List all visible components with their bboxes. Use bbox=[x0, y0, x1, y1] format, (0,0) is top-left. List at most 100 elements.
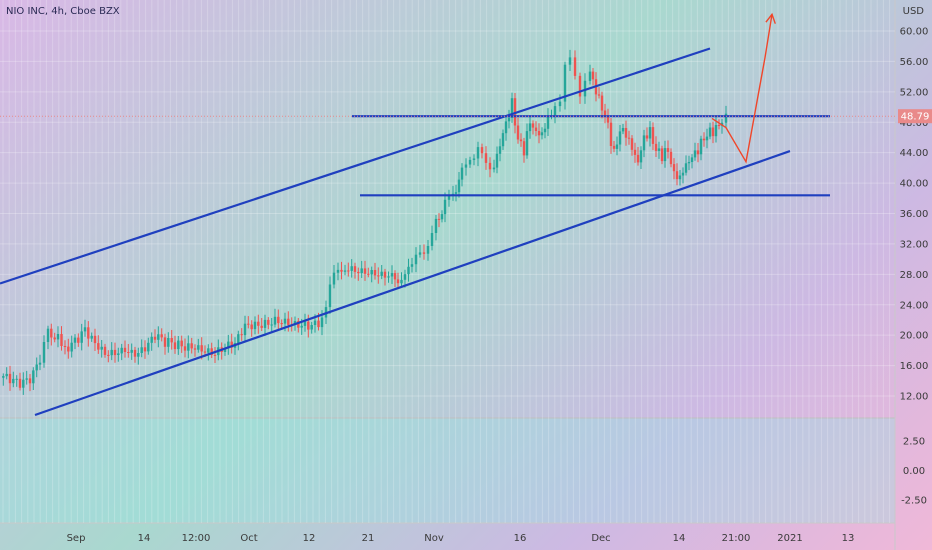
candle-body bbox=[163, 337, 167, 347]
candle-body bbox=[46, 328, 50, 342]
candle-body bbox=[618, 131, 622, 145]
candle-body bbox=[257, 321, 260, 326]
candle-body bbox=[612, 145, 616, 149]
candle-body bbox=[440, 214, 444, 220]
candle-body bbox=[38, 362, 42, 365]
candle-body bbox=[103, 346, 107, 355]
candle-body bbox=[633, 149, 637, 155]
candle-body bbox=[173, 342, 177, 350]
candle-body bbox=[681, 172, 685, 176]
candle-body bbox=[702, 138, 706, 141]
candle-body bbox=[347, 270, 350, 272]
candle-body bbox=[645, 135, 649, 139]
candle-body bbox=[498, 146, 502, 154]
candle-body bbox=[573, 57, 577, 76]
indicator-tick-label: -2.50 bbox=[901, 496, 927, 507]
last-price-badge: 48.79 bbox=[898, 109, 932, 124]
candle-body bbox=[654, 143, 658, 151]
candle-body bbox=[591, 71, 595, 80]
indicator-panel-bg bbox=[0, 418, 895, 523]
candle-body bbox=[187, 343, 190, 351]
y-tick-label: 20.00 bbox=[900, 331, 929, 342]
candle-body bbox=[507, 117, 511, 122]
candle-body bbox=[393, 273, 397, 280]
candle-body bbox=[357, 271, 360, 274]
last-price-label: 48.79 bbox=[901, 112, 930, 123]
y-tick-label: 36.00 bbox=[900, 209, 929, 220]
candle-body bbox=[167, 338, 170, 347]
candle-body bbox=[400, 279, 403, 284]
candle-body bbox=[353, 266, 357, 272]
candle-body bbox=[513, 98, 517, 126]
candle-body bbox=[583, 80, 587, 97]
candle-body bbox=[370, 270, 373, 275]
candle-body bbox=[434, 218, 438, 233]
candle-body bbox=[684, 163, 688, 173]
x-tick-label: 16 bbox=[514, 533, 527, 544]
candle-body bbox=[77, 337, 80, 343]
candle-body bbox=[93, 335, 97, 344]
candle-body bbox=[699, 138, 703, 155]
candle-body bbox=[130, 349, 133, 353]
candle-body bbox=[183, 346, 187, 351]
x-tick-label: 14 bbox=[673, 533, 686, 544]
candle-body bbox=[153, 336, 157, 340]
y-tick-label: 52.00 bbox=[900, 87, 929, 98]
candle-body bbox=[50, 328, 53, 338]
x-tick-label: 14 bbox=[138, 533, 151, 544]
candle-body bbox=[18, 378, 22, 388]
candle-body bbox=[373, 270, 377, 276]
candle-body bbox=[690, 157, 694, 162]
candle-body bbox=[117, 353, 120, 355]
candle-body bbox=[8, 373, 12, 384]
candle-body bbox=[22, 379, 25, 388]
candle-body bbox=[123, 347, 127, 352]
candle-body bbox=[380, 271, 383, 276]
candle-body bbox=[663, 148, 667, 162]
candle-body bbox=[678, 175, 682, 180]
candle-body bbox=[407, 266, 410, 275]
candle-body bbox=[328, 284, 332, 308]
candle-body bbox=[484, 153, 488, 163]
candle-body bbox=[418, 252, 422, 255]
price-axis: 60.00 56.00 52.00 48.00 44.00 40.00 36.00 32.00… bbox=[900, 27, 929, 403]
candle-body bbox=[621, 128, 625, 132]
candle-body bbox=[210, 348, 213, 355]
candle-body bbox=[250, 324, 253, 330]
candle-body bbox=[597, 94, 601, 96]
candle-body bbox=[468, 159, 472, 165]
candle-body bbox=[657, 148, 661, 151]
candle-body bbox=[190, 343, 193, 349]
candle-body bbox=[609, 122, 613, 146]
candle-body bbox=[73, 337, 77, 343]
candle-body bbox=[495, 153, 499, 168]
candle-body bbox=[360, 268, 363, 274]
x-tick-label: Nov bbox=[424, 533, 444, 544]
y-tick-label: 44.00 bbox=[900, 148, 929, 159]
candle-body bbox=[317, 320, 320, 328]
candle-body bbox=[615, 144, 619, 149]
y-tick-label: 60.00 bbox=[900, 27, 929, 38]
candle-body bbox=[528, 123, 532, 132]
indicator-tick-label: 0.00 bbox=[903, 466, 925, 477]
candle-body bbox=[267, 319, 270, 325]
candle-body bbox=[504, 121, 508, 134]
candle-body bbox=[600, 95, 604, 111]
candle-body bbox=[113, 349, 117, 356]
candle-body bbox=[476, 147, 480, 159]
candle-body bbox=[240, 334, 243, 336]
candle-body bbox=[714, 125, 718, 137]
candle-body bbox=[332, 272, 336, 285]
candle-body bbox=[83, 327, 87, 332]
candle-body bbox=[253, 321, 257, 330]
candle-body bbox=[313, 320, 317, 325]
candle-body bbox=[320, 317, 324, 328]
x-tick-label: Sep bbox=[67, 533, 86, 544]
candle-body bbox=[263, 319, 267, 328]
candle-body bbox=[443, 199, 447, 215]
candle-body bbox=[534, 127, 538, 131]
candle-body bbox=[578, 75, 582, 97]
candle-body bbox=[553, 106, 557, 116]
